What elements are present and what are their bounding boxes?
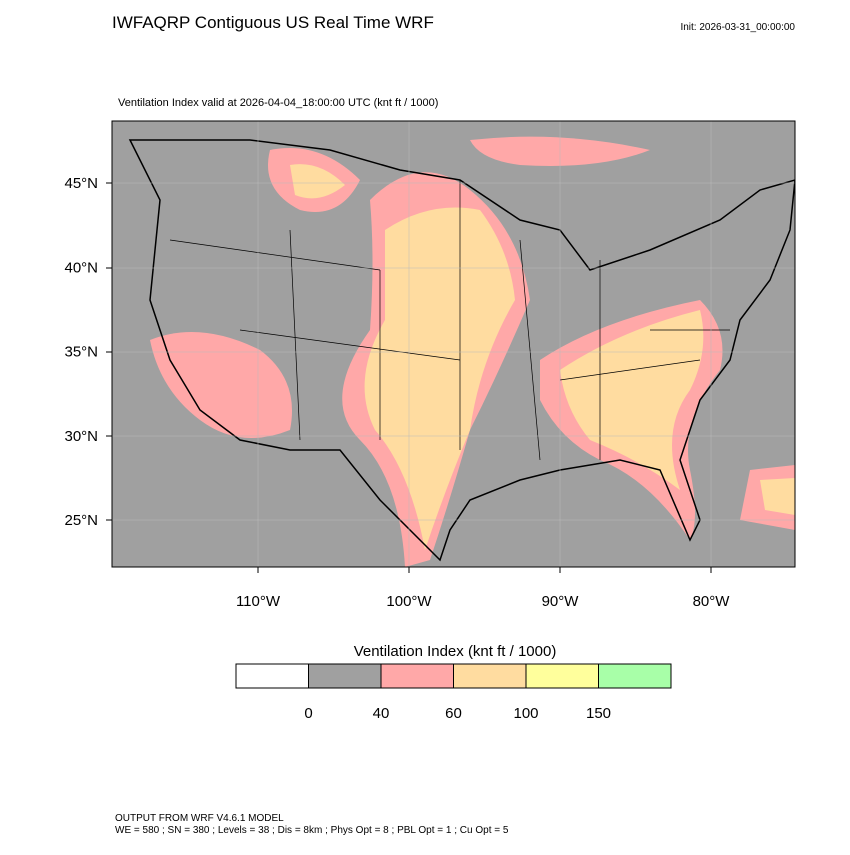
lon-label: 90°W bbox=[542, 593, 580, 610]
lat-label: 30°N bbox=[64, 428, 98, 445]
colorbar: 0 40 60 100 150 bbox=[235, 663, 672, 722]
subtitle: Ventilation Index valid at 2026-04-04_18… bbox=[118, 97, 438, 109]
init-time: Init: 2026-03-31_00:00:00 bbox=[680, 22, 795, 33]
colorbar-label: 40 bbox=[373, 705, 390, 722]
colorbar-box bbox=[235, 663, 309, 689]
colorbar-title: Ventilation Index (knt ft / 1000) bbox=[354, 643, 557, 660]
lat-label: 35°N bbox=[64, 344, 98, 361]
footer-line: WE = 580 ; SN = 380 ; Levels = 38 ; Dis … bbox=[115, 825, 509, 836]
colorbar-label: 60 bbox=[445, 705, 462, 722]
colorbar-box bbox=[598, 663, 672, 689]
map bbox=[106, 120, 796, 573]
title: IWFAQRP Contiguous US Real Time WRF bbox=[112, 13, 434, 32]
colorbar-box bbox=[380, 663, 454, 689]
lon-label: 100°W bbox=[386, 593, 432, 610]
colorbar-label: 100 bbox=[513, 705, 538, 722]
colorbar-label: 150 bbox=[586, 705, 611, 722]
colorbar-box bbox=[308, 663, 382, 689]
colorbar-box bbox=[453, 663, 527, 689]
lon-label: 110°W bbox=[236, 593, 281, 610]
colorbar-label: 0 bbox=[304, 705, 312, 722]
lon-label: 80°W bbox=[693, 593, 731, 610]
lat-labels: 45°N 40°N 35°N 30°N 25°N bbox=[64, 175, 98, 529]
lat-label: 40°N bbox=[64, 259, 98, 276]
lat-label: 45°N bbox=[64, 175, 98, 192]
lon-labels: 110°W 100°W 90°W 80°W bbox=[236, 593, 730, 610]
colorbar-box bbox=[525, 663, 599, 689]
footer-line: OUTPUT FROM WRF V4.6.1 MODEL bbox=[115, 813, 284, 824]
lat-label: 25°N bbox=[64, 512, 98, 529]
